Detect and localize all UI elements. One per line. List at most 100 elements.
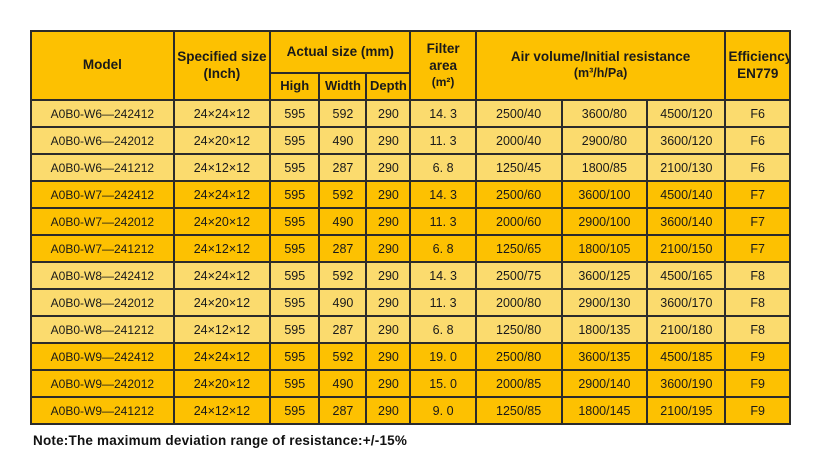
cell-air-volume-3: 4500/140 xyxy=(646,180,727,209)
cell-model: A0B0-W7—242412 xyxy=(30,180,175,209)
table-row: A0B0-W7—242412 24×24×12 595 592 290 14. … xyxy=(30,180,791,209)
cell-air-volume-2: 1800/135 xyxy=(560,315,649,344)
col-header-actual-size: Actual size (mm) xyxy=(269,30,412,74)
cell-model: A0B0-W9—242412 xyxy=(30,342,175,371)
cell-high: 595 xyxy=(269,342,321,371)
cell-filter-area: 6. 8 xyxy=(409,315,477,344)
cell-specified-size: 24×24×12 xyxy=(172,261,272,290)
col-header-air-volume: Air volume/Initial resistance (m³/h/Pa) xyxy=(474,30,727,101)
col-header-specified-size: Specified size (Inch) xyxy=(172,30,272,101)
table-row: A0B0-W8—242412 24×24×12 595 592 290 14. … xyxy=(30,261,791,290)
table-row: A0B0-W7—241212 24×12×12 595 287 290 6. 8… xyxy=(30,234,791,263)
cell-model: A0B0-W8—242012 xyxy=(30,288,175,317)
cell-high: 595 xyxy=(269,234,321,263)
cell-width: 490 xyxy=(318,207,368,236)
cell-specified-size: 24×12×12 xyxy=(172,396,272,425)
cell-high: 595 xyxy=(269,207,321,236)
cell-specified-size: 24×12×12 xyxy=(172,153,272,182)
cell-model: A0B0-W6—241212 xyxy=(30,153,175,182)
cell-filter-area: 9. 0 xyxy=(409,396,477,425)
cell-depth: 290 xyxy=(365,342,412,371)
col-header-model: Model xyxy=(30,30,175,101)
cell-high: 595 xyxy=(269,180,321,209)
cell-model: A0B0-W8—242412 xyxy=(30,261,175,290)
cell-filter-area: 14. 3 xyxy=(409,180,477,209)
cell-specified-size: 24×20×12 xyxy=(172,369,272,398)
cell-filter-area: 11. 3 xyxy=(409,126,477,155)
cell-high: 595 xyxy=(269,288,321,317)
cell-depth: 290 xyxy=(365,126,412,155)
cell-filter-area: 11. 3 xyxy=(409,207,477,236)
table-row: A0B0-W9—242412 24×24×12 595 592 290 19. … xyxy=(30,342,791,371)
efficiency-label: Efficiency xyxy=(728,48,790,64)
cell-air-volume-3: 4500/165 xyxy=(646,261,727,290)
cell-filter-area: 14. 3 xyxy=(409,99,477,128)
cell-specified-size: 24×20×12 xyxy=(172,207,272,236)
cell-air-volume-3: 2100/180 xyxy=(646,315,727,344)
cell-depth: 290 xyxy=(365,99,412,128)
header-row-2: High Width Depth xyxy=(31,72,790,101)
cell-air-volume-2: 2900/80 xyxy=(560,126,649,155)
header-row-1: Model Specified size (Inch) Actual size … xyxy=(30,30,791,101)
cell-air-volume-3: 2100/130 xyxy=(646,153,727,182)
cell-width: 592 xyxy=(318,261,368,290)
cell-depth: 290 xyxy=(365,180,412,209)
cell-model: A0B0-W9—242012 xyxy=(30,369,175,398)
cell-model: A0B0-W7—242012 xyxy=(30,207,175,236)
cell-air-volume-3: 4500/120 xyxy=(646,99,727,128)
cell-air-volume-3: 2100/195 xyxy=(646,396,727,425)
cell-air-volume-3: 3600/140 xyxy=(646,207,727,236)
cell-air-volume-1: 2500/80 xyxy=(474,342,563,371)
cell-high: 595 xyxy=(269,99,321,128)
cell-efficiency: F7 xyxy=(724,207,791,236)
cell-air-volume-1: 2000/40 xyxy=(474,126,563,155)
table-row: A0B0-W6—242412 24×24×12 595 592 290 14. … xyxy=(30,99,791,128)
specified-size-unit: (Inch) xyxy=(203,65,241,81)
col-header-efficiency: Efficiency EN779 xyxy=(724,30,791,101)
cell-width: 592 xyxy=(318,99,368,128)
cell-depth: 290 xyxy=(365,261,412,290)
air-volume-unit: (m³/h/Pa) xyxy=(573,66,628,81)
cell-specified-size: 24×24×12 xyxy=(172,180,272,209)
cell-model: A0B0-W6—242412 xyxy=(30,99,175,128)
cell-depth: 290 xyxy=(365,207,412,236)
cell-air-volume-1: 2500/40 xyxy=(474,99,563,128)
cell-air-volume-3: 3600/120 xyxy=(646,126,727,155)
cell-efficiency: F7 xyxy=(724,180,791,209)
cell-specified-size: 24×24×12 xyxy=(172,342,272,371)
cell-efficiency: F8 xyxy=(724,288,791,317)
cell-width: 287 xyxy=(318,153,368,182)
cell-efficiency: F8 xyxy=(724,315,791,344)
cell-efficiency: F7 xyxy=(724,234,791,263)
specified-size-label: Specified size xyxy=(177,48,267,64)
filter-area-label-2: area xyxy=(429,58,457,73)
cell-air-volume-1: 2500/75 xyxy=(474,261,563,290)
cell-air-volume-2: 3600/80 xyxy=(560,99,649,128)
cell-efficiency: F9 xyxy=(724,369,791,398)
table-row: A0B0-W9—242012 24×20×12 595 490 290 15. … xyxy=(30,369,791,398)
resistance-deviation-note: Note:The maximum deviation range of resi… xyxy=(33,433,408,448)
cell-efficiency: F9 xyxy=(724,342,791,371)
cell-air-volume-2: 3600/135 xyxy=(560,342,649,371)
cell-air-volume-2: 1800/145 xyxy=(560,396,649,425)
cell-depth: 290 xyxy=(365,396,412,425)
cell-specified-size: 24×12×12 xyxy=(172,315,272,344)
table-row: A0B0-W6—241212 24×12×12 595 287 290 6. 8… xyxy=(30,153,791,182)
cell-depth: 290 xyxy=(365,369,412,398)
cell-width: 490 xyxy=(318,369,368,398)
cell-air-volume-2: 3600/125 xyxy=(560,261,649,290)
cell-air-volume-2: 2900/130 xyxy=(560,288,649,317)
col-header-width: Width xyxy=(318,72,368,101)
cell-high: 595 xyxy=(269,153,321,182)
filter-area-unit: (m²) xyxy=(431,74,455,89)
cell-air-volume-1: 2000/60 xyxy=(474,207,563,236)
cell-air-volume-1: 2000/80 xyxy=(474,288,563,317)
cell-model: A0B0-W7—241212 xyxy=(30,234,175,263)
filter-area-label-1: Filter xyxy=(426,41,460,57)
cell-filter-area: 6. 8 xyxy=(409,153,477,182)
cell-air-volume-2: 2900/140 xyxy=(560,369,649,398)
cell-depth: 290 xyxy=(365,153,412,182)
cell-air-volume-3: 4500/185 xyxy=(646,342,727,371)
cell-air-volume-2: 1800/105 xyxy=(560,234,649,263)
